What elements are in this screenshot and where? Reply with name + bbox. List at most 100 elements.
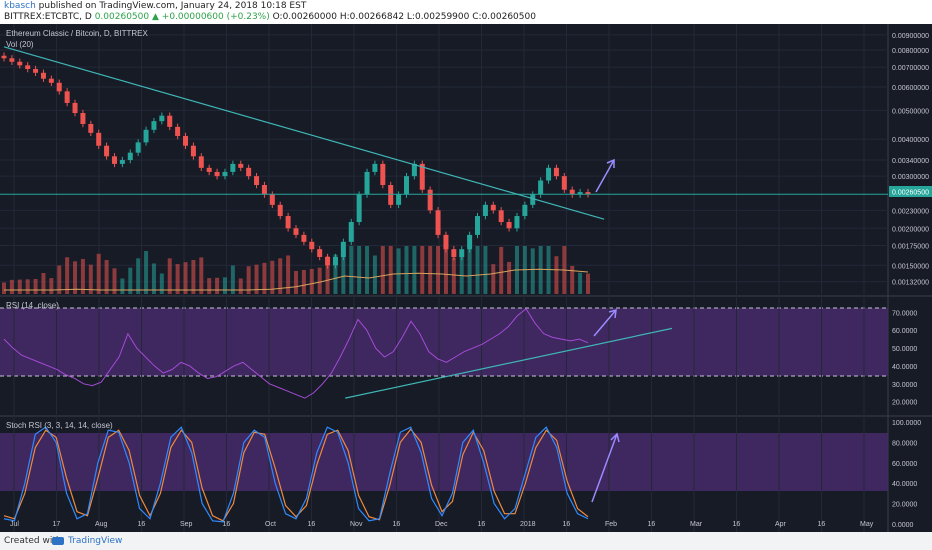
price-tick-label: 0.00340000 <box>892 158 929 165</box>
volume-bar <box>230 265 235 294</box>
candle-body <box>309 241 315 250</box>
candle-body <box>380 163 386 186</box>
stoch-tick-label: 80.0000 <box>892 440 917 447</box>
candlesticks[interactable] <box>1 52 591 269</box>
candle-body <box>364 171 370 195</box>
candle-body <box>254 176 260 186</box>
volume-bar <box>467 246 472 294</box>
candle-body <box>48 78 54 83</box>
candle-body <box>17 61 23 66</box>
volume-bar <box>554 256 559 294</box>
candle-body <box>183 135 189 146</box>
time-tick-label: 16 <box>393 521 401 528</box>
candle-body <box>72 102 78 114</box>
candle-body <box>530 194 536 205</box>
time-tick-label: 16 <box>223 521 231 528</box>
volume-bar <box>49 278 54 294</box>
price-tick-label: 0.00900000 <box>892 33 929 40</box>
candle-body <box>88 123 94 133</box>
candle-body <box>388 185 394 205</box>
candle-body <box>222 171 228 177</box>
volume-bar <box>333 254 338 294</box>
volume-bar <box>341 246 346 294</box>
volume-bar <box>301 270 306 294</box>
volume-bar <box>25 279 30 294</box>
candle-body <box>546 167 552 181</box>
tradingview-link[interactable]: TradingView <box>52 536 122 546</box>
rsi-tick-label: 20.0000 <box>892 400 917 407</box>
volume-bar <box>309 268 314 294</box>
stoch-d-line <box>3 428 589 522</box>
candle-body <box>340 241 346 257</box>
volume-bar <box>420 246 425 294</box>
grid-lines <box>0 24 888 532</box>
time-tick-label: Dec <box>435 521 448 528</box>
volume-bar <box>41 272 46 294</box>
candle-body <box>214 171 220 177</box>
candle-body <box>577 192 583 195</box>
candle-body <box>325 256 331 266</box>
candle-body <box>427 189 433 211</box>
price-axis-bg <box>888 24 932 532</box>
volume-bar <box>491 264 496 294</box>
volume-bar <box>96 253 101 294</box>
author-name[interactable]: kbasch <box>4 1 36 11</box>
time-tick-label: Jul <box>10 521 19 528</box>
chart-header: kbasch published on TradingView.com, Jan… <box>0 0 932 24</box>
time-tick-label: 16 <box>818 521 826 528</box>
candle-body <box>475 216 481 235</box>
volume-bar <box>451 257 456 294</box>
volume-bar <box>372 255 377 294</box>
last-price: 0.00260500 <box>94 12 150 22</box>
volume-bar <box>443 246 448 294</box>
price-trendline <box>3 46 605 220</box>
candle-body <box>119 160 125 164</box>
price-tick-label: 0.00400000 <box>892 137 929 144</box>
candle-body <box>443 234 449 250</box>
rsi-tick-label: 70.0000 <box>892 310 917 317</box>
price-tick-label: 0.00700000 <box>892 65 929 72</box>
volume-bar <box>207 278 212 294</box>
candle-body <box>230 163 236 172</box>
price-tick-label: 0.00150000 <box>892 263 929 270</box>
candle-body <box>348 222 354 242</box>
chart-svg[interactable]: Ethereum Classic / Bitcoin, D, BITTREX V… <box>0 24 932 532</box>
candle-body <box>372 163 378 172</box>
candle-body <box>143 129 149 143</box>
candle-body <box>269 194 275 205</box>
rsi-tick-label: 30.0000 <box>892 382 917 389</box>
price-change: +0.00000600 (+0.23%) <box>161 12 270 22</box>
candle-body <box>396 194 402 205</box>
stoch-tick-label: 100.0000 <box>892 420 921 427</box>
stoch-tick-label: 0.0000 <box>892 522 914 529</box>
open-value: O:0.00260000 <box>272 12 337 22</box>
price-tick-label: 0.00300000 <box>892 174 929 181</box>
volume-bar <box>270 260 275 294</box>
candle-body <box>506 222 512 229</box>
volume-bar <box>365 246 370 294</box>
candle-body <box>9 58 15 62</box>
volume-bar <box>88 264 93 294</box>
volume-bar <box>246 266 251 294</box>
close-value: C:0.00260500 <box>472 12 536 22</box>
candle-body <box>175 126 181 136</box>
volume-bar <box>2 282 6 294</box>
candle-body <box>159 115 165 122</box>
arrow-icon-rsi <box>593 308 617 337</box>
candle-body <box>80 113 86 124</box>
candle-body <box>569 189 575 195</box>
rsi-line <box>3 307 589 399</box>
candle-body <box>585 192 591 195</box>
volume-bar <box>396 248 401 294</box>
volume-bar <box>507 261 512 294</box>
stoch-title: Stoch RSI (3, 3, 14, 14, close) <box>6 421 113 430</box>
volume-bar <box>404 246 409 294</box>
stoch-tick-label: 20.0000 <box>892 502 917 509</box>
stoch-tick-label: 40.0000 <box>892 481 917 488</box>
volume-bar <box>412 246 417 294</box>
volume-bar <box>238 278 243 294</box>
candle-body <box>467 234 473 250</box>
price-tag-value: 0.00260500 <box>892 190 929 197</box>
chart-area[interactable]: Ethereum Classic / Bitcoin, D, BITTREX V… <box>0 24 932 532</box>
time-tick-label: 17 <box>53 521 61 528</box>
